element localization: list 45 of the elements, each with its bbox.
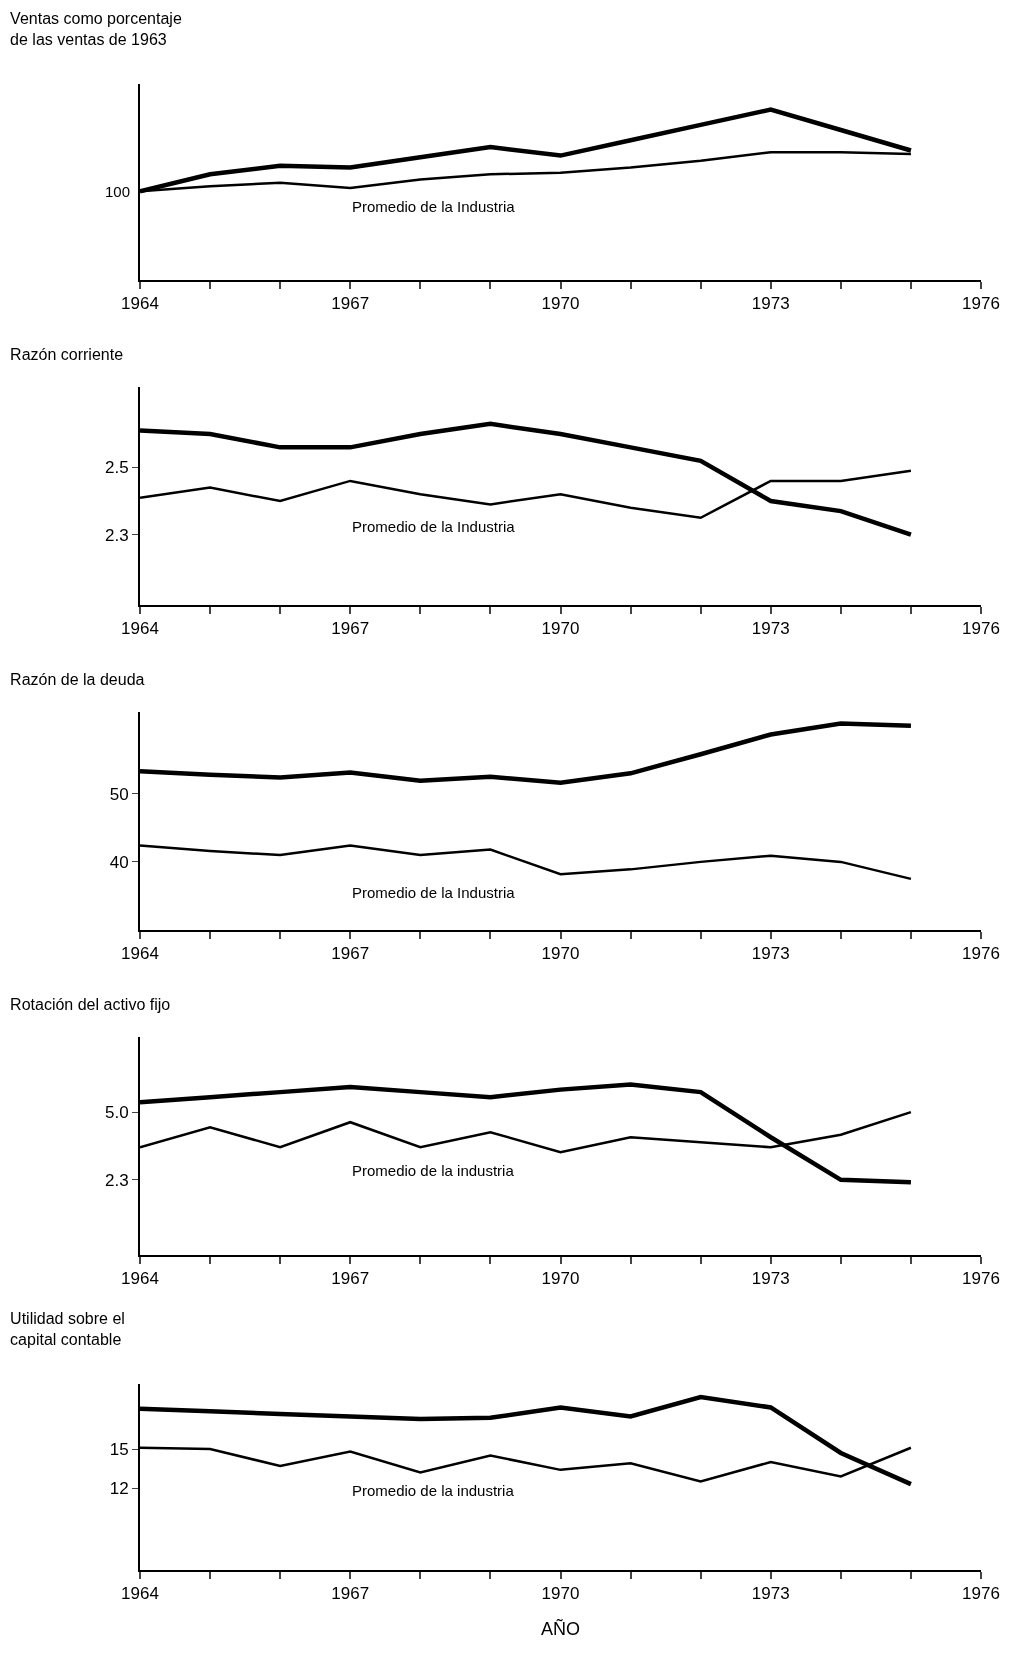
- chart-title: Ventas como porcentaje de las ventas de 1963: [10, 10, 182, 48]
- x-tick-label: 1973: [751, 1584, 790, 1604]
- y-tick-label: 5.0: [104, 1103, 129, 1123]
- x-tick-label: 1967: [331, 944, 370, 964]
- x-tick-label: 1964: [121, 944, 159, 964]
- chart-title: Razón corriente: [10, 346, 124, 364]
- x-tick-label: 1976: [962, 619, 1000, 639]
- series-label: Promedio de la Industria: [352, 198, 516, 215]
- y-tick-label: 2.3: [104, 1170, 129, 1190]
- y-tick-label: 40: [109, 852, 129, 872]
- x-tick-label: 1964: [121, 619, 159, 639]
- x-tick-label: 1976: [962, 1269, 1000, 1289]
- x-tick-label: 1976: [962, 294, 1000, 314]
- chart-title: Rotación del activo fijo: [10, 996, 171, 1014]
- x-tick-label: 1964: [121, 1584, 159, 1604]
- x-tick-label: 1970: [541, 619, 580, 639]
- chart-title: Razón de la deuda: [10, 671, 145, 689]
- x-tick-label: 1976: [962, 944, 1000, 964]
- series-label: Promedio de la Industria: [352, 518, 516, 535]
- x-tick-label: 1967: [331, 619, 370, 639]
- x-tick-label: 1967: [331, 294, 370, 314]
- x-tick-label: 1973: [751, 619, 790, 639]
- series-label: Promedio de la industria: [352, 1482, 515, 1499]
- x-tick-label: 1970: [541, 944, 580, 964]
- x-tick-label: 1967: [331, 1269, 370, 1289]
- x-tick-label: 1973: [751, 294, 790, 314]
- y-tick-label: 2.5: [104, 458, 129, 478]
- y-tick-label: 50: [109, 784, 129, 804]
- series-label: Promedio de la industria: [352, 1162, 515, 1179]
- x-tick-label: 1970: [541, 1584, 580, 1604]
- x-tick-label: 1973: [751, 1269, 790, 1289]
- y-tick-label: 12: [109, 1479, 129, 1499]
- y-tick-label: 15: [109, 1439, 129, 1459]
- x-tick-label: 1970: [541, 1269, 580, 1289]
- x-tick-label: 1964: [121, 294, 159, 314]
- y-tick-label: 2.3: [104, 525, 129, 545]
- x-tick-label: 1964: [121, 1269, 159, 1289]
- series-label: Promedio de la Industria: [352, 884, 516, 901]
- x-axis-title: AÑO: [540, 1618, 581, 1639]
- x-tick-label: 1976: [962, 1584, 1000, 1604]
- chart-title: Utilidad sobre el capital contable: [10, 1310, 125, 1348]
- annotation: 100: [105, 183, 131, 200]
- x-tick-label: 1973: [751, 944, 790, 964]
- x-tick-label: 1970: [541, 294, 580, 314]
- x-tick-label: 1967: [331, 1584, 370, 1604]
